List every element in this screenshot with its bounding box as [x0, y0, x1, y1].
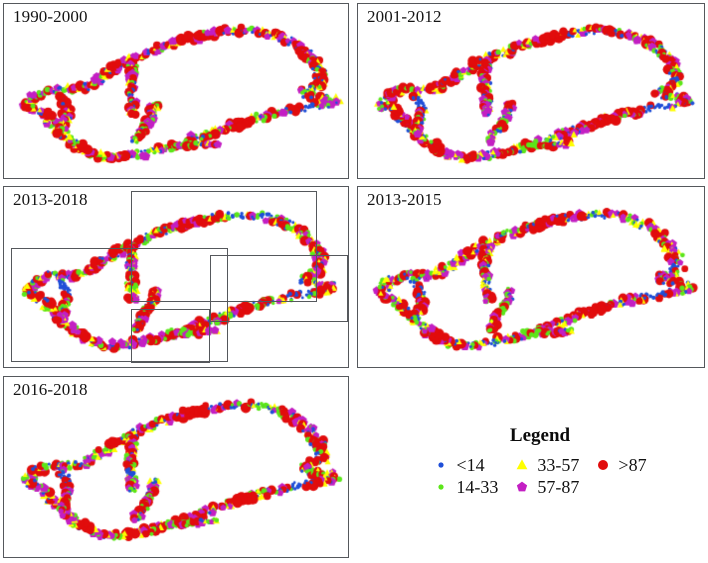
map-canvas-1990-2000 — [4, 4, 348, 178]
map-panel-1990-2000[interactable]: 1990-2000 — [3, 3, 349, 179]
panel-title-2013-2015: 2013-2015 — [367, 190, 442, 209]
legend-item-c57_87[interactable]: 57-87 — [514, 478, 579, 496]
pentagon-marker-icon — [514, 479, 530, 495]
map-panel-2001-2012[interactable]: 2001-2012 — [357, 3, 705, 179]
panel-title-1990-2000: 1990-2000 — [13, 7, 88, 26]
panel-title-2016-2018: 2016-2018 — [13, 380, 88, 399]
legend-label: 33-57 — [537, 455, 580, 475]
legend-item-c33_57[interactable]: 33-57 — [514, 456, 579, 474]
legend-label: 14-33 — [456, 477, 499, 497]
panel-title-2013-2018: 2013-2018 — [13, 190, 88, 209]
panel-title-2001-2012: 2001-2012 — [367, 7, 442, 26]
legend-item-gt87[interactable]: >87 — [595, 455, 647, 475]
map-canvas-2016-2018 — [4, 377, 348, 557]
map-panel-2013-2015[interactable]: 2013-2015 — [357, 186, 705, 368]
map-panel-2016-2018[interactable]: 2016-2018 — [3, 376, 349, 558]
legend-label: 57-87 — [537, 477, 580, 497]
legend-item-lt14[interactable]: <14 — [433, 456, 498, 474]
circle-small-marker-icon — [433, 457, 449, 473]
legend-items: <14 33-57 >87 14-33 57-87 — [390, 456, 690, 496]
legend-item-c14_33[interactable]: 14-33 — [433, 478, 498, 496]
map-canvas-2013-2015 — [358, 187, 704, 367]
legend-label: <14 — [456, 455, 485, 475]
map-canvas-2001-2012 — [358, 4, 704, 178]
legend: Legend <14 33-57 >87 14-33 57-87 — [390, 425, 690, 535]
map-canvas-2013-2018 — [4, 187, 348, 367]
circle-large-marker-icon — [595, 457, 611, 473]
map-panel-2013-2018[interactable]: 2013-2018 — [3, 186, 349, 368]
legend-title: Legend — [509, 425, 571, 446]
circle-small-marker-icon — [433, 479, 449, 495]
triangle-marker-icon — [514, 457, 530, 473]
legend-label: >87 — [618, 455, 647, 475]
